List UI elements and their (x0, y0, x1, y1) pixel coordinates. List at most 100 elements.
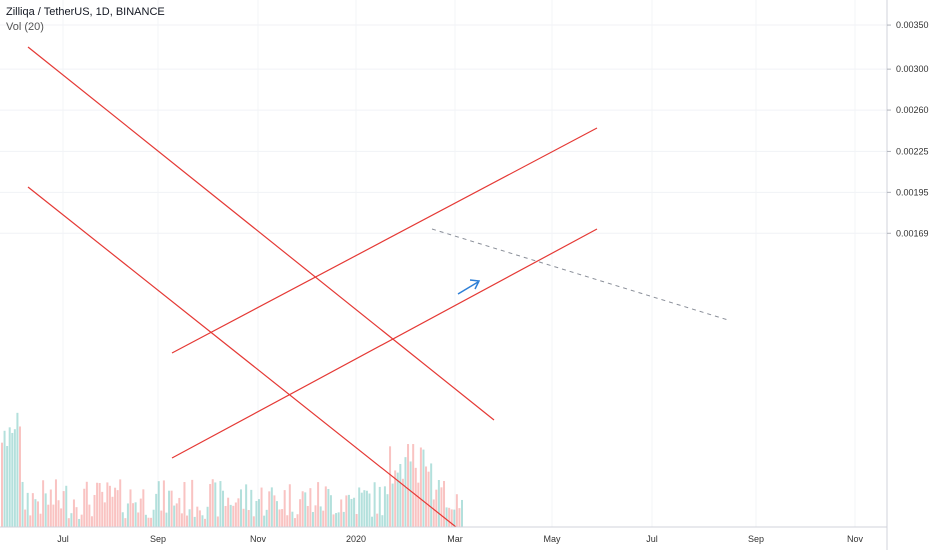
volume-bar (170, 490, 173, 527)
volume-bar (214, 482, 217, 527)
volume-bar (327, 488, 330, 527)
volume-bar (21, 481, 24, 527)
volume-indicator-label: Vol (20) (6, 21, 44, 33)
volume-bar (96, 482, 99, 527)
volume-bar (335, 513, 338, 527)
volume-bar (255, 500, 258, 527)
volume-bar (162, 480, 165, 527)
trend-line (171, 127, 598, 354)
volume-bar (432, 499, 435, 527)
volume-bar (229, 504, 232, 527)
volume-bars (1, 412, 463, 527)
volume-bar (247, 510, 250, 527)
volume-bar (430, 463, 433, 527)
volume-bar (16, 412, 19, 527)
volume-bar (455, 494, 458, 527)
volume-bar (232, 505, 235, 527)
time-axis[interactable]: Jul Sep Nov 2020 Mar May Jul Sep Nov (0, 526, 887, 544)
volume-bar (381, 515, 384, 527)
volume-bar (273, 495, 276, 527)
time-tick-label: 2020 (346, 534, 366, 544)
volume-bar (175, 503, 178, 527)
volume-bar (54, 479, 57, 527)
volume-bar (18, 426, 21, 527)
volume-bar (150, 517, 153, 527)
volume-bar (329, 495, 332, 527)
volume-bar (437, 480, 440, 527)
volume-bar (198, 510, 201, 527)
volume-bar (119, 479, 122, 527)
volume-bar (129, 489, 132, 527)
volume-bar (311, 511, 314, 527)
volume-bar (26, 492, 29, 527)
volume-bar (116, 490, 119, 527)
volume-bar (8, 427, 11, 527)
volume-bar (13, 429, 16, 527)
volume-bar (268, 491, 271, 527)
volume-bar (34, 499, 37, 527)
price-tick-label: 0.00225 (896, 146, 929, 156)
volume-bar (178, 497, 181, 527)
volume-bar (126, 503, 129, 527)
volume-bar (391, 483, 394, 527)
volume-bar (270, 487, 273, 527)
volume-bar (345, 495, 348, 527)
volume-bar (360, 492, 363, 527)
volume-bar (317, 482, 320, 527)
volume-bar (47, 504, 50, 527)
volume-bar (93, 494, 96, 527)
volume-bar (250, 489, 253, 527)
trend-line (27, 46, 495, 421)
volume-bar (204, 518, 207, 527)
volume-bar (173, 505, 176, 527)
volume-bar (31, 493, 34, 527)
time-tick-label: Jul (57, 534, 69, 544)
volume-bar (29, 515, 32, 527)
volume-bar (389, 446, 392, 527)
volume-bar (144, 514, 147, 527)
volume-bar (24, 509, 27, 527)
volume-bar (278, 509, 281, 527)
volume-bar (435, 489, 438, 527)
volume-bar (196, 506, 199, 527)
volume-bar (342, 511, 345, 527)
volume-bar (60, 508, 63, 527)
volume-bar (263, 515, 266, 527)
volume-bar (83, 488, 86, 527)
volume-bar (70, 513, 73, 527)
time-tick-label: Jul (646, 534, 658, 544)
volume-bar (222, 490, 225, 527)
chart-header: Zilliqa / TetherUS, 1D, BINANCE Vol (20) (6, 6, 165, 33)
price-axis[interactable]: 0.036000.030000.026000.022000.019000.016… (886, 0, 929, 550)
volume-bar (80, 514, 83, 527)
volume-bar (314, 505, 317, 527)
volume-bar (394, 470, 397, 527)
volume-bar (157, 481, 160, 527)
volume-bar (371, 516, 374, 527)
volume-bar (425, 466, 428, 527)
time-tick-label: Nov (250, 534, 267, 544)
volume-bar (378, 486, 381, 527)
volume-bar (353, 497, 356, 527)
volume-bar (283, 490, 286, 527)
volume-bar (252, 516, 255, 527)
symbol-title: Zilliqa / TetherUS, 1D, BINANCE (6, 6, 165, 18)
volume-bar (309, 488, 312, 527)
volume-bar (422, 449, 425, 527)
volume-bar (142, 489, 145, 527)
volume-bar (52, 504, 55, 527)
volume-bar (206, 506, 209, 527)
volume-bar (239, 489, 242, 527)
arrow-head-icon (469, 279, 481, 290)
volume-bar (168, 490, 171, 527)
volume-bar (216, 516, 219, 527)
volume-bar (281, 509, 284, 527)
volume-bar (260, 487, 263, 527)
volume-bar (350, 498, 353, 527)
volume-bar (139, 498, 142, 527)
price-tick-label: 0.00169 (896, 228, 929, 238)
price-tick-label: 0.00300 (896, 64, 929, 74)
volume-bar (180, 513, 183, 527)
volume-bar (445, 507, 448, 527)
